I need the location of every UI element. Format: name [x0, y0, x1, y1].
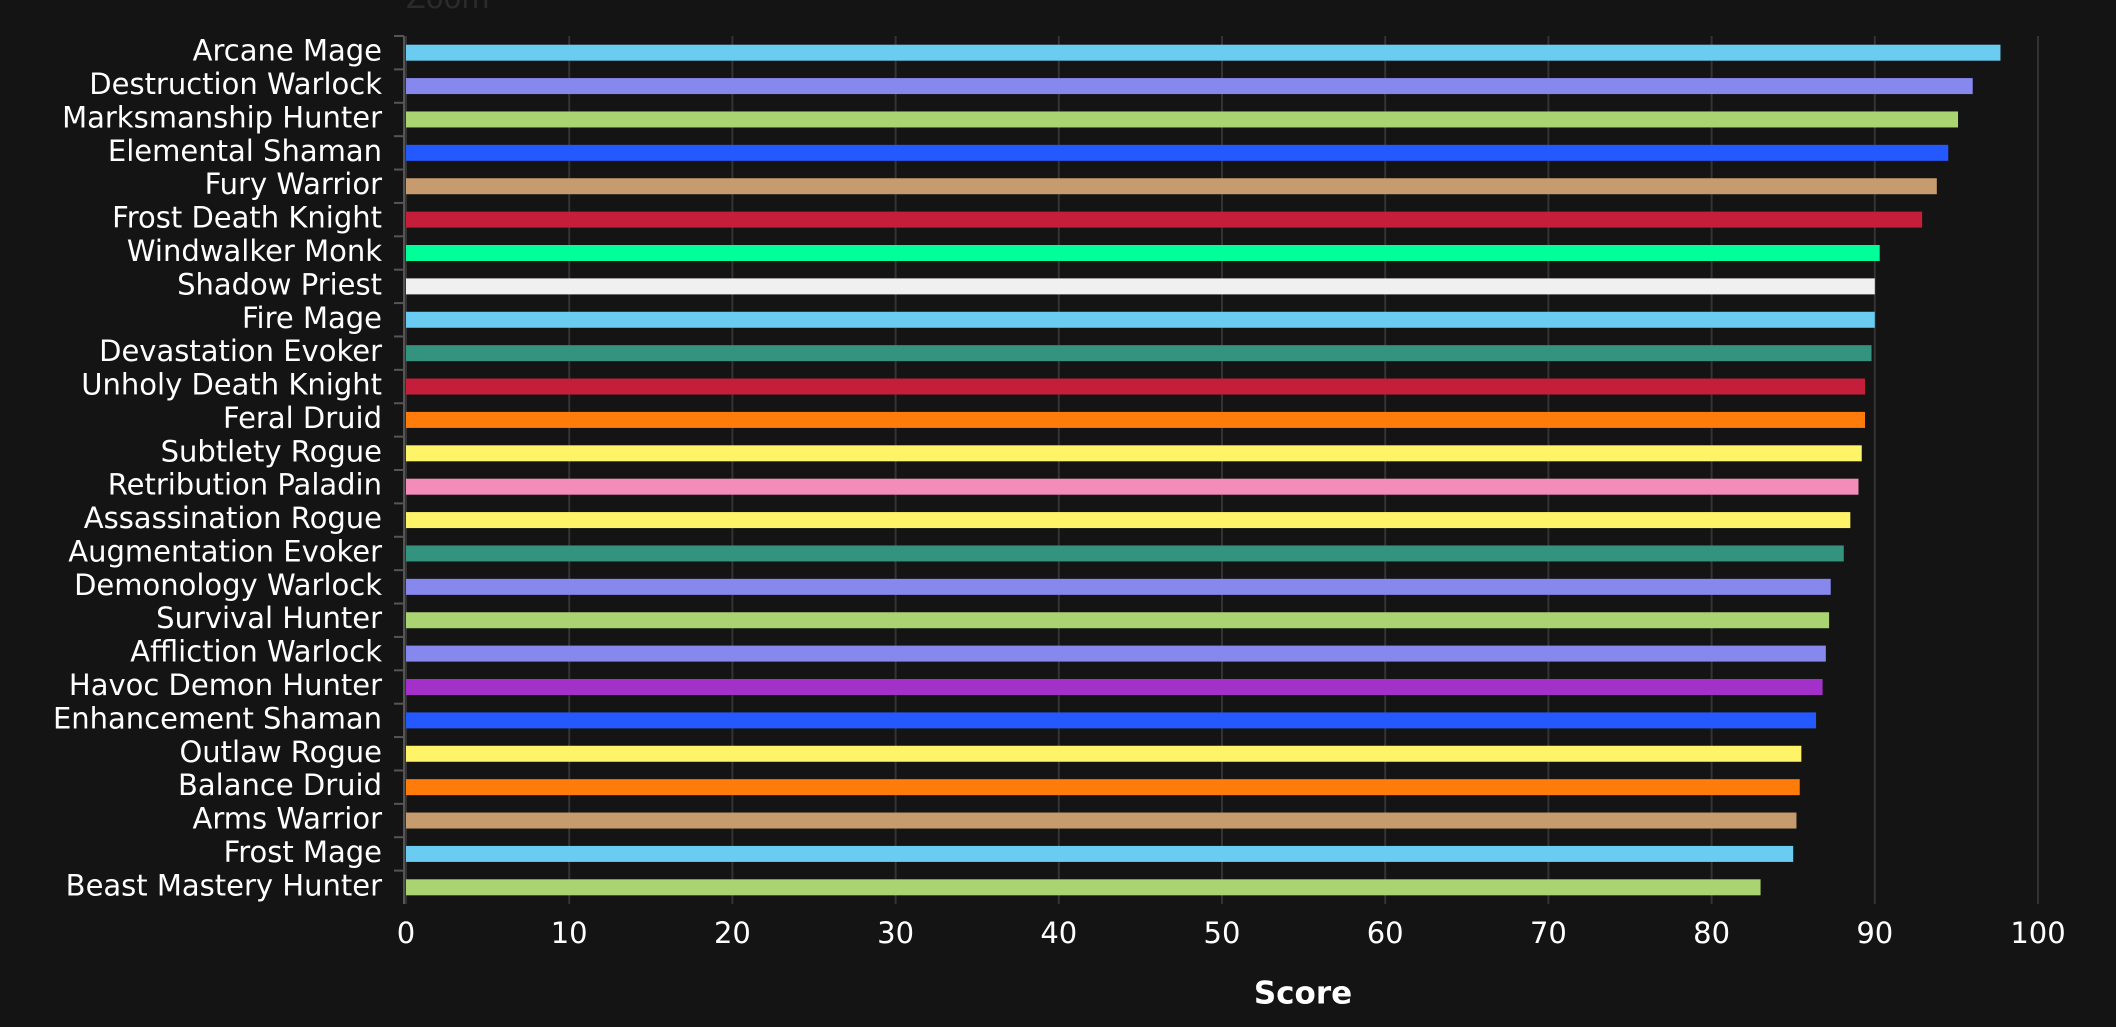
y-tick-label: Survival Hunter	[156, 601, 382, 635]
bar	[406, 812, 1797, 829]
y-tick-label: Enhancement Shaman	[53, 701, 382, 735]
bar	[406, 411, 1866, 428]
zoom-label: Zoom	[406, 0, 490, 15]
bar	[406, 779, 1800, 796]
x-tick-label: 20	[714, 916, 751, 950]
bar	[406, 245, 1880, 261]
y-tick-label: Unholy Death Knight	[81, 368, 382, 402]
x-tick-label: 10	[551, 916, 588, 950]
bar	[406, 144, 1949, 161]
x-axis-title: Score	[1254, 976, 1352, 1012]
bar	[406, 278, 1875, 295]
bar	[406, 612, 1830, 629]
y-tick-label: Havoc Demon Hunter	[69, 668, 382, 702]
bar	[406, 111, 1959, 128]
x-tick-label: 70	[1530, 916, 1567, 950]
x-tick-label: 40	[1040, 916, 1077, 950]
bar	[406, 745, 1802, 762]
y-tick-label: Affliction Warlock	[130, 635, 382, 669]
y-tick-label: Demonology Warlock	[74, 568, 382, 602]
x-tick-label: 0	[397, 916, 415, 950]
y-tick-label: Balance Druid	[178, 768, 382, 802]
x-tick-label: 50	[1204, 916, 1241, 950]
y-tick-label: Arms Warrior	[193, 802, 383, 836]
x-tick-label: 80	[1693, 916, 1730, 950]
bar	[406, 478, 1859, 495]
bar	[406, 445, 1862, 462]
bar	[406, 578, 1831, 595]
bar	[406, 545, 1844, 562]
bar	[406, 378, 1866, 395]
y-tick-label: Frost Mage	[224, 835, 382, 869]
bar	[406, 44, 2001, 61]
bar	[406, 311, 1875, 328]
x-tick-label: 100	[2010, 916, 2065, 950]
y-tick-label: Elemental Shaman	[108, 134, 382, 168]
y-tick-label: Frost Death Knight	[112, 201, 382, 235]
y-tick-label: Fury Warrior	[205, 167, 383, 201]
y-tick-label: Feral Druid	[223, 401, 382, 435]
bar	[406, 345, 1872, 362]
bar	[406, 845, 1794, 862]
y-tick-label: Augmentation Evoker	[68, 534, 382, 568]
y-tick-label: Assassination Rogue	[84, 501, 382, 535]
y-tick-label: Outlaw Rogue	[179, 735, 382, 769]
y-tick-label: Subtlety Rogue	[161, 434, 382, 468]
bar	[406, 712, 1817, 729]
y-tick-label: Fire Mage	[242, 301, 382, 335]
y-tick-label: Shadow Priest	[177, 267, 382, 301]
y-tick-label: Marksmanship Hunter	[62, 100, 382, 134]
x-tick-label: 30	[877, 916, 914, 950]
y-tick-label: Arcane Mage	[193, 34, 382, 68]
bar	[406, 78, 1973, 95]
y-tick-label: Destruction Warlock	[89, 67, 382, 101]
bar	[406, 679, 1823, 695]
x-tick-label: 90	[1856, 916, 1893, 950]
bar	[406, 211, 1923, 228]
y-tick-label: Retribution Paladin	[108, 468, 382, 502]
bar	[406, 512, 1851, 529]
x-tick-label: 60	[1367, 916, 1404, 950]
y-tick-label: Windwalker Monk	[127, 234, 382, 268]
y-tick-label: Beast Mastery Hunter	[66, 868, 382, 902]
bar	[406, 178, 1937, 195]
bar	[406, 879, 1761, 896]
bar	[406, 645, 1826, 662]
y-tick-label: Devastation Evoker	[99, 334, 382, 368]
